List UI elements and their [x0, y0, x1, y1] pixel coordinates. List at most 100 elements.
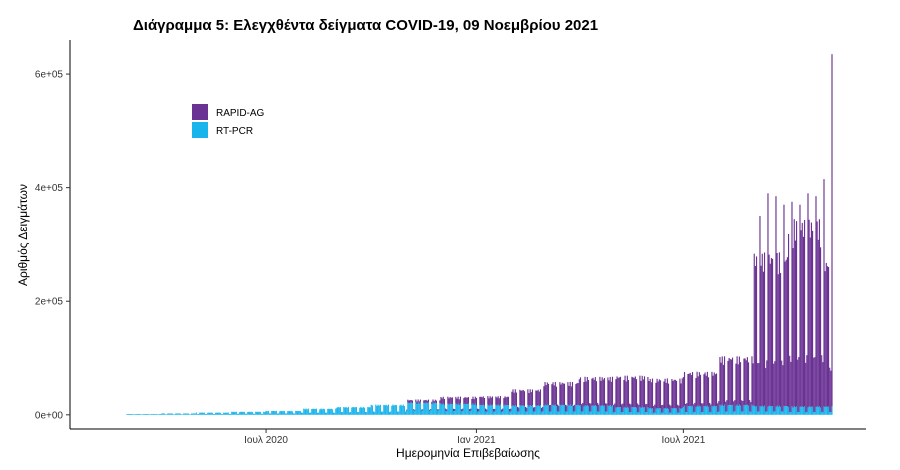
bar-rt-pcr	[183, 413, 185, 415]
bar-rt-pcr	[490, 405, 492, 415]
bar-rapid-ag	[629, 403, 631, 412]
bar-rapid-ag	[423, 400, 425, 403]
bar-rt-pcr	[713, 405, 715, 415]
bar-rt-pcr	[460, 411, 463, 415]
bar-rapid-ag	[754, 266, 756, 407]
bar-rt-pcr	[458, 405, 460, 415]
bar-rt-pcr	[452, 410, 455, 415]
bar-rapid-ag	[544, 382, 546, 405]
bar-rt-pcr	[203, 412, 205, 415]
bar-rapid-ag	[530, 392, 532, 407]
bar-rapid-ag	[811, 230, 814, 407]
bar-rt-pcr	[457, 403, 459, 415]
bar-rt-pcr	[159, 413, 161, 415]
bar-rt-pcr	[419, 402, 421, 415]
bar-rt-pcr	[464, 403, 466, 415]
bar-rapid-ag	[678, 405, 680, 413]
bar-rapid-ag	[717, 403, 719, 413]
bar-rt-pcr	[162, 413, 164, 415]
bar-rt-pcr	[745, 405, 747, 415]
bar-rapid-ag	[611, 376, 614, 406]
bar-rt-pcr	[799, 406, 801, 415]
bar-rapid-ag	[693, 404, 695, 413]
bar-rt-pcr	[672, 408, 674, 415]
bar-rt-pcr	[522, 405, 524, 415]
bar-rt-pcr	[755, 405, 758, 415]
bar-rt-pcr	[160, 413, 162, 415]
bar-rt-pcr	[581, 411, 583, 415]
bar-rapid-ag	[568, 385, 570, 406]
bar-rt-pcr	[678, 412, 680, 415]
bar-rt-pcr	[797, 412, 799, 415]
bar-rt-pcr	[336, 407, 338, 415]
bar-rapid-ag	[813, 357, 815, 413]
bar-rapid-ag	[579, 377, 582, 406]
bar-rt-pcr	[127, 414, 129, 415]
bar-rt-pcr	[256, 411, 258, 415]
bar-rt-pcr	[494, 411, 496, 415]
bar-rt-pcr	[545, 405, 547, 415]
bar-rt-pcr	[830, 412, 832, 415]
bar-rapid-ag	[574, 404, 576, 412]
bar-rapid-ag	[465, 397, 467, 404]
bar-rt-pcr	[616, 407, 618, 415]
y-tick-label: 4e+05	[35, 183, 64, 194]
bar-rt-pcr	[345, 406, 347, 415]
bar-rapid-ag	[627, 380, 630, 408]
bar-rt-pcr	[131, 413, 133, 415]
bar-rt-pcr	[456, 404, 458, 415]
bar-rt-pcr	[483, 405, 486, 415]
bar-rapid-ag	[621, 404, 623, 413]
bar-rt-pcr	[610, 406, 612, 415]
bar-rt-pcr	[679, 408, 681, 415]
bar-rt-pcr	[584, 405, 586, 415]
bar-rt-pcr	[370, 404, 372, 415]
bar-rt-pcr	[407, 402, 409, 415]
bar-rt-pcr	[209, 412, 211, 415]
bar-rt-pcr	[783, 405, 785, 415]
bar-rapid-ag	[581, 404, 583, 412]
bar-rt-pcr	[622, 411, 624, 415]
bar-rt-pcr	[318, 412, 320, 415]
bar-rapid-ag	[744, 358, 746, 405]
bar-rt-pcr	[726, 411, 728, 415]
bar-rapid-ag	[769, 263, 771, 407]
bar-rt-pcr	[807, 407, 809, 415]
bar-rt-pcr	[432, 402, 434, 415]
bar-rapid-ag	[642, 379, 644, 408]
bar-rt-pcr	[307, 408, 309, 415]
bar-rt-pcr	[495, 404, 497, 415]
bar-rt-pcr	[433, 403, 435, 415]
bar-rt-pcr	[806, 411, 808, 415]
bar-rapid-ag	[643, 376, 646, 407]
bar-rt-pcr	[166, 414, 168, 415]
bar-rapid-ag	[566, 405, 568, 412]
bar-rt-pcr	[765, 411, 767, 415]
bar-rapid-ag	[563, 383, 566, 406]
bar-rapid-ag	[635, 379, 638, 408]
bar-rapid-ag	[525, 406, 527, 412]
bar-rapid-ag	[786, 257, 788, 406]
bar-rt-pcr	[805, 412, 807, 415]
bar-rt-pcr	[814, 412, 816, 415]
bar-rt-pcr	[631, 407, 633, 415]
bar-rt-pcr	[390, 411, 392, 415]
bar-rt-pcr	[790, 412, 792, 415]
bar-rapid-ag	[441, 398, 443, 405]
bar-rt-pcr	[474, 403, 476, 415]
bar-rt-pcr	[618, 407, 620, 415]
bar-rt-pcr	[737, 405, 739, 415]
bar-rapid-ag	[751, 356, 753, 405]
bar-rt-pcr	[826, 406, 828, 415]
bar-rapid-ag	[815, 196, 817, 407]
bar-rapid-ag	[789, 355, 791, 412]
bar-rapid-ag	[491, 396, 494, 405]
bar-rt-pcr	[393, 405, 395, 415]
bar-rapid-ag	[483, 397, 486, 406]
bar-rt-pcr	[342, 412, 344, 415]
bar-rapid-ag	[654, 404, 656, 413]
bar-rt-pcr	[607, 405, 609, 415]
bar-rt-pcr	[817, 407, 819, 415]
bar-rapid-ag	[446, 409, 448, 412]
bar-rt-pcr	[355, 407, 357, 415]
